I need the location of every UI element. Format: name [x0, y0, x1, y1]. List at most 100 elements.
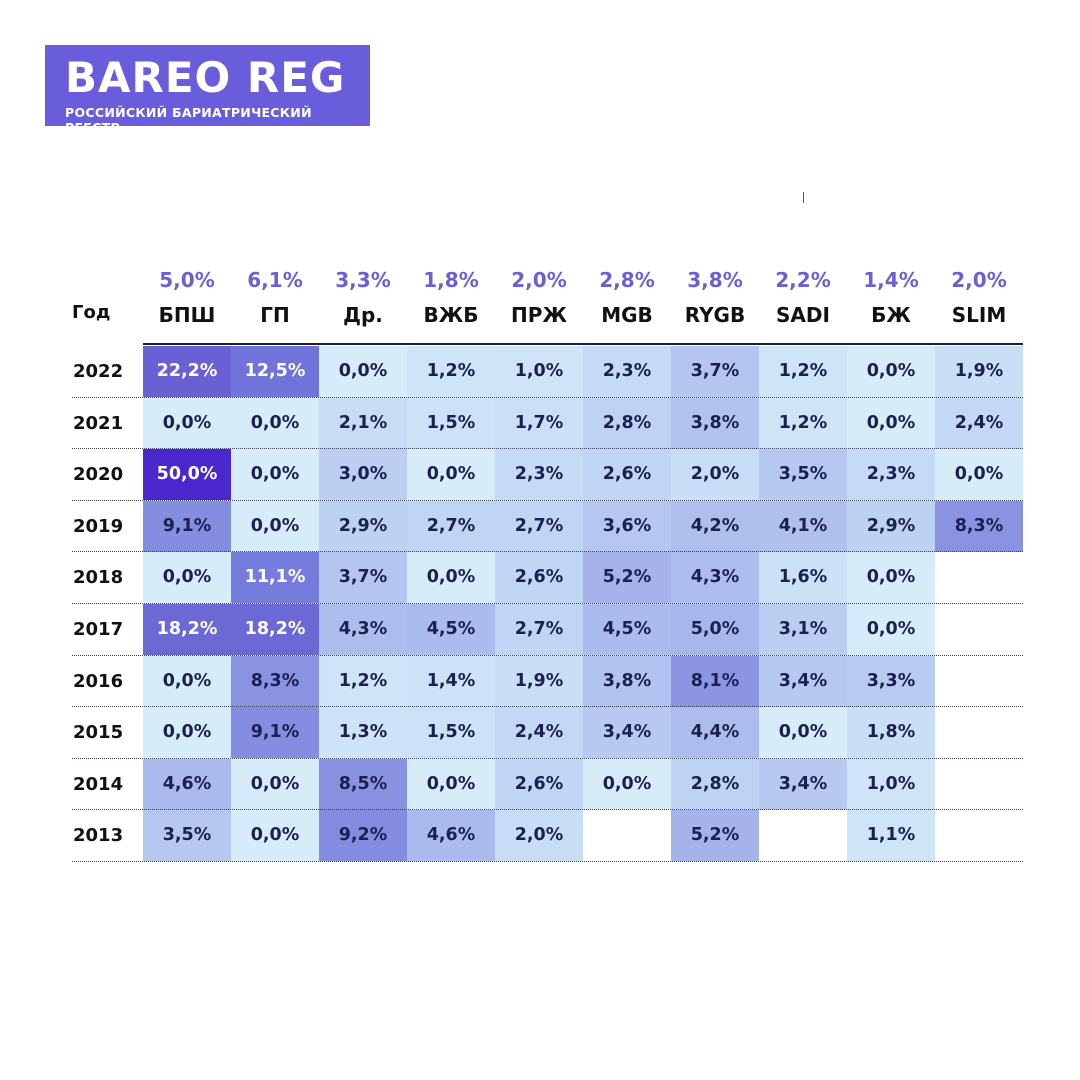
heatmap-cell: 9,1% [143, 500, 231, 552]
row-year-2015: 2015 [73, 722, 124, 744]
heatmap-cell: 2,6% [583, 449, 671, 501]
heatmap-cell: 18,2% [143, 604, 231, 655]
row-year-2020: 2020 [73, 464, 124, 486]
heatmap-cell: 1,0% [495, 346, 583, 397]
heatmap-cell: 1,7% [495, 397, 583, 449]
heatmap-cell: 4,6% [407, 810, 495, 862]
column-header-SLIM: SLIM [951, 303, 1007, 327]
column-header-ВЖБ: ВЖБ [423, 303, 479, 327]
heatmap-cell: 8,3% [935, 500, 1023, 552]
heatmap-cell: 1,9% [935, 346, 1023, 397]
row-year-2022: 2022 [73, 361, 124, 382]
heatmap-cell: 3,5% [759, 449, 847, 501]
heatmap-cell: 1,4% [407, 655, 495, 707]
heatmap-cell: 2,7% [407, 500, 495, 552]
heatmap-cell: 3,4% [759, 655, 847, 707]
heatmap-cell: 2,1% [319, 397, 407, 449]
heatmap-cell: 0,0% [407, 758, 495, 810]
heatmap-cell: 1,5% [407, 707, 495, 759]
column-total-SLIM: 2,0% [951, 268, 1007, 292]
column-header-RYGB: RYGB [684, 303, 746, 327]
heatmap-cell: 2,3% [583, 346, 671, 397]
stray-tick-mark [803, 192, 804, 203]
heatmap-cell: 2,3% [847, 449, 935, 501]
logo-subtitle: РОССИЙСКИЙ БАРИАТРИЧЕСКИЙ РЕЕСТР [65, 105, 312, 135]
heatmap-cell: 2,0% [671, 449, 759, 501]
heatmap-cell: 2,3% [495, 449, 583, 501]
heatmap-cell: 0,0% [847, 346, 935, 397]
heatmap-cell: 8,1% [671, 655, 759, 707]
row-divider [72, 603, 1023, 604]
heatmap-cell: 1,2% [319, 655, 407, 707]
heatmap-cell: 0,0% [319, 346, 407, 397]
heatmap-cell: 0,0% [231, 449, 319, 501]
column-header-SADI: SADI [776, 303, 830, 327]
heatmap-cell: 3,8% [671, 397, 759, 449]
heatmap-cell: 3,6% [583, 500, 671, 552]
heatmap-cell: 1,6% [759, 552, 847, 604]
heatmap-cell: 9,1% [231, 707, 319, 759]
heatmap-cell: 22,2% [143, 346, 231, 397]
heatmap-cell: 3,1% [759, 604, 847, 655]
heatmap-cell: 12,5% [231, 346, 319, 397]
heatmap-cell: 2,6% [495, 552, 583, 604]
heatmap-cell: 1,2% [407, 346, 495, 397]
heatmap-cell: 5,0% [671, 604, 759, 655]
heatmap-cell: 0,0% [759, 707, 847, 759]
row-divider [72, 448, 1023, 450]
column-total-RYGB: 3,8% [687, 268, 743, 292]
heatmap-cell: 5,2% [583, 552, 671, 604]
heatmap-cell: 4,3% [671, 552, 759, 604]
heatmap-cell: 2,7% [495, 604, 583, 655]
row-year-2019: 2019 [73, 515, 124, 537]
row-year-2013: 2013 [73, 825, 124, 847]
row-year-2014: 2014 [73, 773, 124, 795]
row-year-2017: 2017 [73, 619, 124, 640]
heatmap-cell: 50,0% [143, 449, 231, 501]
heatmap-cell: 0,0% [847, 397, 935, 449]
heatmap-cell: 4,2% [671, 500, 759, 552]
heatmap-cell: 8,5% [319, 758, 407, 810]
logo-wordmark: BAREO REG [65, 53, 346, 102]
header-rule [143, 343, 1023, 345]
column-header-ГП: ГП [260, 303, 290, 327]
heatmap-cell: 18,2% [231, 604, 319, 655]
heatmap-cell: 0,0% [407, 449, 495, 501]
heatmap-cell: 1,2% [759, 346, 847, 397]
heatmap-cell: 1,9% [495, 655, 583, 707]
heatmap-cell: 4,1% [759, 500, 847, 552]
heatmap-cell: 3,4% [583, 707, 671, 759]
heatmap-cell: 2,7% [495, 500, 583, 552]
row-year-2021: 2021 [73, 412, 124, 434]
heatmap-cell: 2,0% [495, 810, 583, 862]
column-header-БЖ: БЖ [871, 303, 911, 327]
heatmap-cell: 3,8% [583, 655, 671, 707]
heatmap-cell: 2,4% [495, 707, 583, 759]
column-total-БЖ: 1,4% [863, 268, 919, 292]
heatmap-cell: 0,0% [231, 810, 319, 862]
column-total-SADI: 2,2% [775, 268, 831, 292]
heatmap-cell: 0,0% [143, 707, 231, 759]
column-total-Др.: 3,3% [335, 268, 391, 292]
row-year-2016: 2016 [73, 670, 124, 692]
column-total-ПРЖ: 2,0% [511, 268, 567, 292]
heatmap-cell: 1,5% [407, 397, 495, 449]
column-header-ПРЖ: ПРЖ [511, 303, 567, 327]
row-divider [72, 396, 1023, 398]
heatmap-cell: 0,0% [847, 552, 935, 604]
heatmap-cell: 0,0% [231, 758, 319, 810]
heatmap-cell: 0,0% [407, 552, 495, 604]
heatmap-cell: 2,8% [583, 397, 671, 449]
row-divider [72, 861, 1023, 862]
heatmap-cell: 3,7% [671, 346, 759, 397]
heatmap-cell: 1,1% [847, 810, 935, 862]
row-divider [72, 757, 1023, 759]
heatmap-cell: 3,0% [319, 449, 407, 501]
heatmap-cell: 1,2% [759, 397, 847, 449]
heatmap-cell: 0,0% [847, 604, 935, 655]
column-total-БПШ: 5,0% [159, 268, 215, 292]
heatmap-cell: 0,0% [143, 397, 231, 449]
column-total-ВЖБ: 1,8% [423, 268, 479, 292]
heatmap-cell: 0,0% [935, 449, 1023, 501]
heatmap-cell: 2,8% [671, 758, 759, 810]
